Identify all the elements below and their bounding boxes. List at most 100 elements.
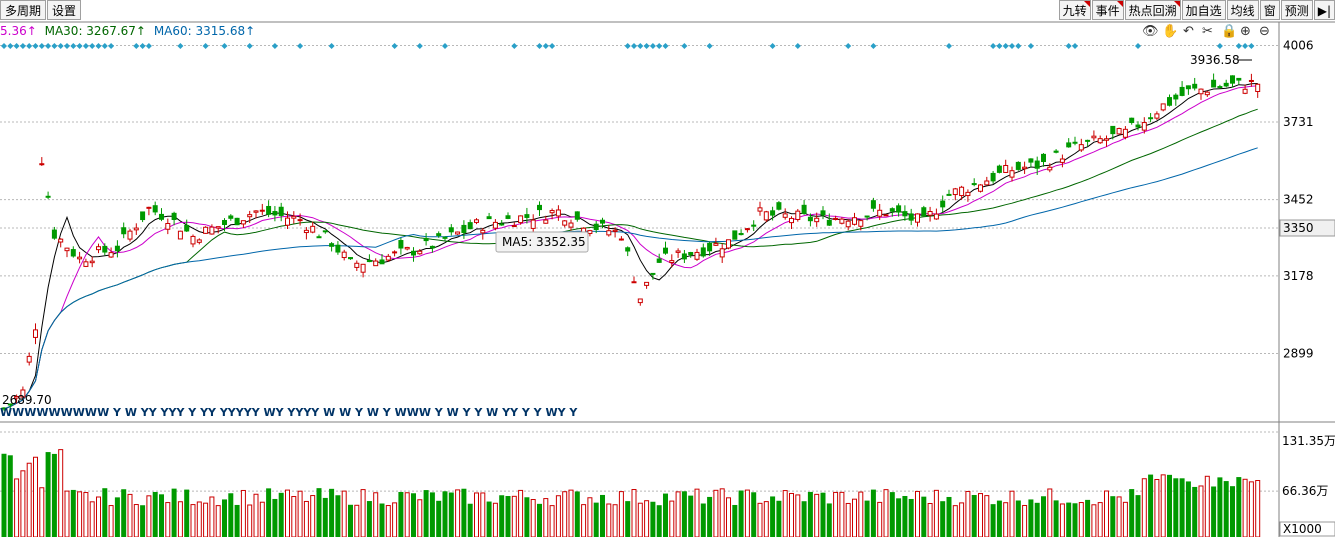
- candle-body: [839, 218, 845, 224]
- volume-bar: [310, 495, 316, 537]
- scissors-icon[interactable]: ✂: [1202, 24, 1213, 39]
- ma-legend: 5.36↑ MA30: 3267.67↑ MA60: 3315.68↑: [0, 24, 255, 38]
- volume-bar: [669, 500, 675, 537]
- marker-diamond: [1009, 43, 1015, 49]
- candle-body: [707, 242, 713, 252]
- marker-diamond: [511, 43, 518, 49]
- volume-bar: [650, 501, 656, 537]
- candle-body: [448, 227, 454, 233]
- volume-bar: [946, 496, 952, 537]
- candle-body: [177, 230, 183, 240]
- volume-bar: [618, 491, 624, 537]
- candle-body: [354, 262, 360, 268]
- volume-bar: [852, 498, 857, 537]
- volume-bar: [776, 500, 782, 537]
- marker-diamond: [1072, 43, 1078, 49]
- volume-bar: [593, 502, 599, 537]
- flag-corner-icon: [1083, 1, 1090, 7]
- undo-icon[interactable]: ↶: [1183, 24, 1194, 39]
- volume-bar: [902, 496, 908, 537]
- candle-body: [789, 217, 794, 224]
- candle-body: [329, 243, 335, 247]
- candle-body: [568, 222, 574, 228]
- marker-diamond: [13, 43, 20, 49]
- marker-diamond: [32, 43, 39, 49]
- toolbar-left-button-0[interactable]: 多周期: [0, 0, 47, 20]
- toolbar-right-button-2[interactable]: 热点回溯: [1124, 0, 1181, 20]
- candle-body: [7, 403, 13, 406]
- volume-bar: [108, 505, 114, 537]
- candle-body: [316, 236, 322, 239]
- volume-bar: [952, 505, 958, 537]
- marker-diamond: [95, 43, 102, 49]
- volume-bar: [1116, 496, 1122, 537]
- toolbar-right-button-6[interactable]: 预测: [1280, 0, 1313, 20]
- volume-bar: [1179, 478, 1185, 537]
- volume-bar: [436, 500, 442, 537]
- candle-body: [247, 214, 253, 218]
- volume-bar: [58, 449, 64, 537]
- volume-bar: [1085, 499, 1091, 537]
- candle-body: [1022, 166, 1028, 170]
- candle-body: [26, 355, 32, 363]
- volume-bar: [795, 494, 801, 537]
- toolbar-right-button-7[interactable]: ▶|: [1313, 0, 1335, 20]
- candle-body: [360, 263, 366, 273]
- candle-body: [461, 224, 467, 233]
- candle-body: [58, 238, 64, 243]
- marker-diamond: [845, 43, 852, 49]
- candle-body: [959, 186, 965, 197]
- candle-body: [518, 215, 524, 224]
- toolbar-left-button-1[interactable]: 设置: [47, 0, 82, 20]
- candle-body: [203, 226, 209, 234]
- volume-bar: [681, 491, 687, 537]
- candle-body: [171, 212, 177, 221]
- candle-body: [726, 239, 731, 249]
- marker-diamond: [1002, 43, 1009, 49]
- marker-diamond: [643, 43, 650, 49]
- lock-icon[interactable]: 🔒: [1221, 24, 1238, 39]
- zoom-in-icon[interactable]: ⊕: [1240, 24, 1251, 39]
- marker-diamond: [794, 43, 801, 49]
- toolbar-right-button-4[interactable]: 均线: [1226, 0, 1259, 20]
- volume-bar: [291, 496, 297, 537]
- candle-body: [1104, 138, 1109, 141]
- volume-bar: [1041, 496, 1046, 537]
- candle-body: [990, 172, 996, 182]
- volume-bar: [228, 493, 234, 537]
- zoom-out-icon[interactable]: ⊖: [1259, 24, 1270, 39]
- candle-body: [152, 205, 158, 213]
- marker-diamond: [45, 43, 52, 49]
- candle-body: [1173, 94, 1179, 100]
- volume-bar: [858, 491, 864, 537]
- eye-icon[interactable]: 👁: [1142, 24, 1159, 39]
- candle-body: [946, 193, 952, 196]
- toolbar-right-button-0[interactable]: 九转: [1058, 0, 1091, 20]
- marker-diamond: [391, 43, 398, 49]
- candle-body: [1129, 117, 1135, 123]
- volume-bar: [1217, 477, 1223, 537]
- price-tick-label: 3350: [1283, 221, 1314, 235]
- price-tick-label: 2899: [1283, 346, 1314, 360]
- hand-icon[interactable]: ✋: [1162, 24, 1179, 39]
- event-markers: [1, 43, 1255, 49]
- toolbar-right-label: 均线: [1230, 4, 1255, 18]
- volume-bar: [770, 496, 776, 537]
- candle-body: [127, 230, 133, 240]
- marker-diamond: [637, 43, 644, 49]
- volume-bar: [713, 489, 719, 537]
- volume-bar: [45, 452, 51, 537]
- toolbar-right-button-5[interactable]: 窗: [1259, 0, 1280, 20]
- candle-body: [64, 247, 70, 252]
- toolbar-right-button-3[interactable]: 加自选: [1181, 0, 1226, 20]
- candle-body: [858, 220, 864, 227]
- toolbar-right-button-1[interactable]: 事件: [1091, 0, 1124, 20]
- volume-bar: [152, 491, 158, 537]
- volume-bar: [83, 492, 89, 537]
- marker-diamond: [706, 43, 713, 49]
- candle-body: [1028, 158, 1034, 163]
- volume-bar: [1236, 477, 1242, 537]
- candle-body: [146, 206, 152, 209]
- volume-bar: [864, 500, 870, 537]
